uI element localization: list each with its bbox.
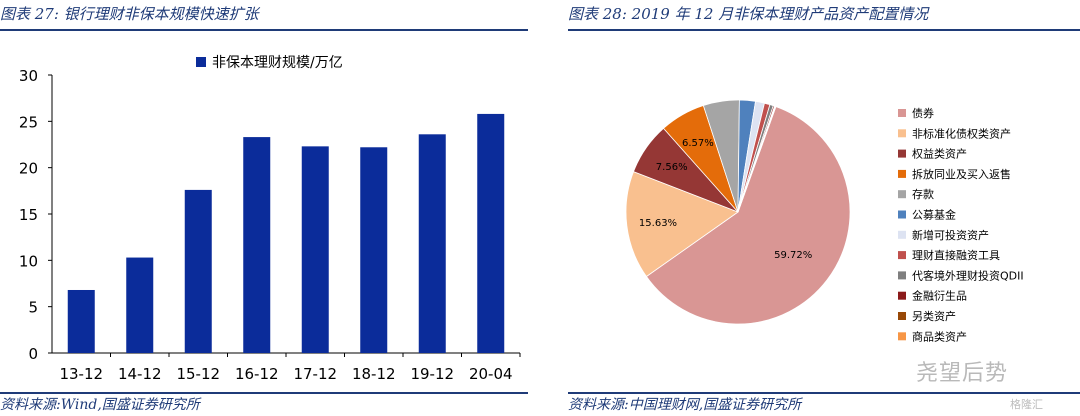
bar-chart: 0 5 10 15 20 25 30 13-12 14-12 15-12 16-12 17-12 18-… <box>19 55 521 383</box>
legend-swatch <box>898 149 906 158</box>
bar <box>126 257 154 353</box>
watermark-brand: 格隆汇 <box>1010 398 1043 411</box>
legend-swatch <box>196 57 206 67</box>
y-tick-label: 10 <box>19 252 38 270</box>
pie-data-label: 59.72% <box>774 250 812 261</box>
y-tick-label: 0 <box>28 345 38 363</box>
legend-label: 商品类资产 <box>912 329 967 343</box>
legend-label: 存款 <box>912 187 934 201</box>
legend-label: 金融衍生品 <box>912 289 967 303</box>
right-figure-title: 图表 28: 2019 年 12 月非保本理财产品资产配置情况 <box>568 5 929 23</box>
right-title-rule <box>568 29 1080 31</box>
x-tick-label: 19-12 <box>410 365 454 383</box>
legend-swatch <box>898 169 906 178</box>
legend-swatch <box>898 129 906 138</box>
right-source-note: 资料来源:中国理财网,国盛证券研究所 <box>568 397 802 413</box>
legend-label: 非保本理财规模/万亿 <box>212 55 343 71</box>
legend-label: 新增可投资资产 <box>912 228 989 242</box>
left-figure-panel: 图表 27: 银行理财非保本规模快速扩张 0 5 10 15 20 25 30 13-12 14… <box>0 0 528 416</box>
legend-swatch <box>898 230 906 239</box>
bar <box>184 189 212 353</box>
right-source-rule <box>568 392 1080 394</box>
pie-data-label: 6.57% <box>682 138 714 149</box>
legend-swatch <box>898 251 906 260</box>
right-figure-panel: 图表 28: 2019 年 12 月非保本理财产品资产配置情况 59.72% 15… <box>568 0 1080 416</box>
legend-swatch <box>898 109 906 117</box>
legend-label: 另类资产 <box>912 309 956 323</box>
bar <box>243 137 271 353</box>
left-source-rule <box>0 392 528 394</box>
y-tick-label: 5 <box>28 299 38 317</box>
pie-slice <box>645 106 851 325</box>
x-tick-label: 17-12 <box>293 365 337 383</box>
legend-swatch <box>898 190 906 199</box>
y-tick-label: 15 <box>19 206 38 224</box>
bar <box>477 113 505 353</box>
legend-label: 权益类资产 <box>912 147 967 161</box>
legend-label: 理财直接融资工具 <box>912 248 1000 262</box>
x-tick-label: 13-12 <box>59 365 103 383</box>
legend-label: 公募基金 <box>912 208 956 222</box>
left-title-rule <box>0 29 528 31</box>
legend-swatch <box>898 332 906 341</box>
pie-slice <box>625 171 739 278</box>
legend-swatch <box>898 312 906 320</box>
y-tick-label: 25 <box>19 113 38 131</box>
x-tick-label: 15-12 <box>176 365 220 383</box>
bar <box>301 146 329 353</box>
y-tick-label: 20 <box>19 160 38 178</box>
legend-label: 拆放同业及买入返售 <box>912 167 1011 181</box>
legend-label: 代客境外理财投资QDII <box>912 268 1024 282</box>
left-source-note: 资料来源:Wind,国盛证券研究所 <box>0 397 200 413</box>
pie-slice <box>737 105 777 213</box>
left-figure-title: 图表 27: 银行理财非保本规模快速扩张 <box>0 5 259 23</box>
legend-swatch <box>898 271 906 280</box>
bar <box>67 289 95 353</box>
legend-label: 非标准化债权类资产 <box>912 126 1011 140</box>
x-tick-label: 20-04 <box>469 365 513 383</box>
x-tick-label: 18-12 <box>352 365 396 383</box>
legend-swatch <box>898 210 906 219</box>
legend-swatch <box>898 291 906 300</box>
pie-data-label: 7.56% <box>656 162 688 173</box>
y-tick-label: 30 <box>19 67 38 85</box>
watermark-text: 尧望后势 <box>916 361 1009 386</box>
legend-label: 债券 <box>912 106 934 120</box>
bar <box>418 134 446 353</box>
bar <box>360 147 388 353</box>
x-tick-label: 16-12 <box>235 365 279 383</box>
pie-data-label: 15.63% <box>639 218 677 229</box>
x-tick-label: 14-12 <box>118 365 162 383</box>
pie-chart: 59.72% 15.63% 7.56% 6.57% 债券非标准化债权类资产权益类资产拆… <box>625 99 1024 343</box>
